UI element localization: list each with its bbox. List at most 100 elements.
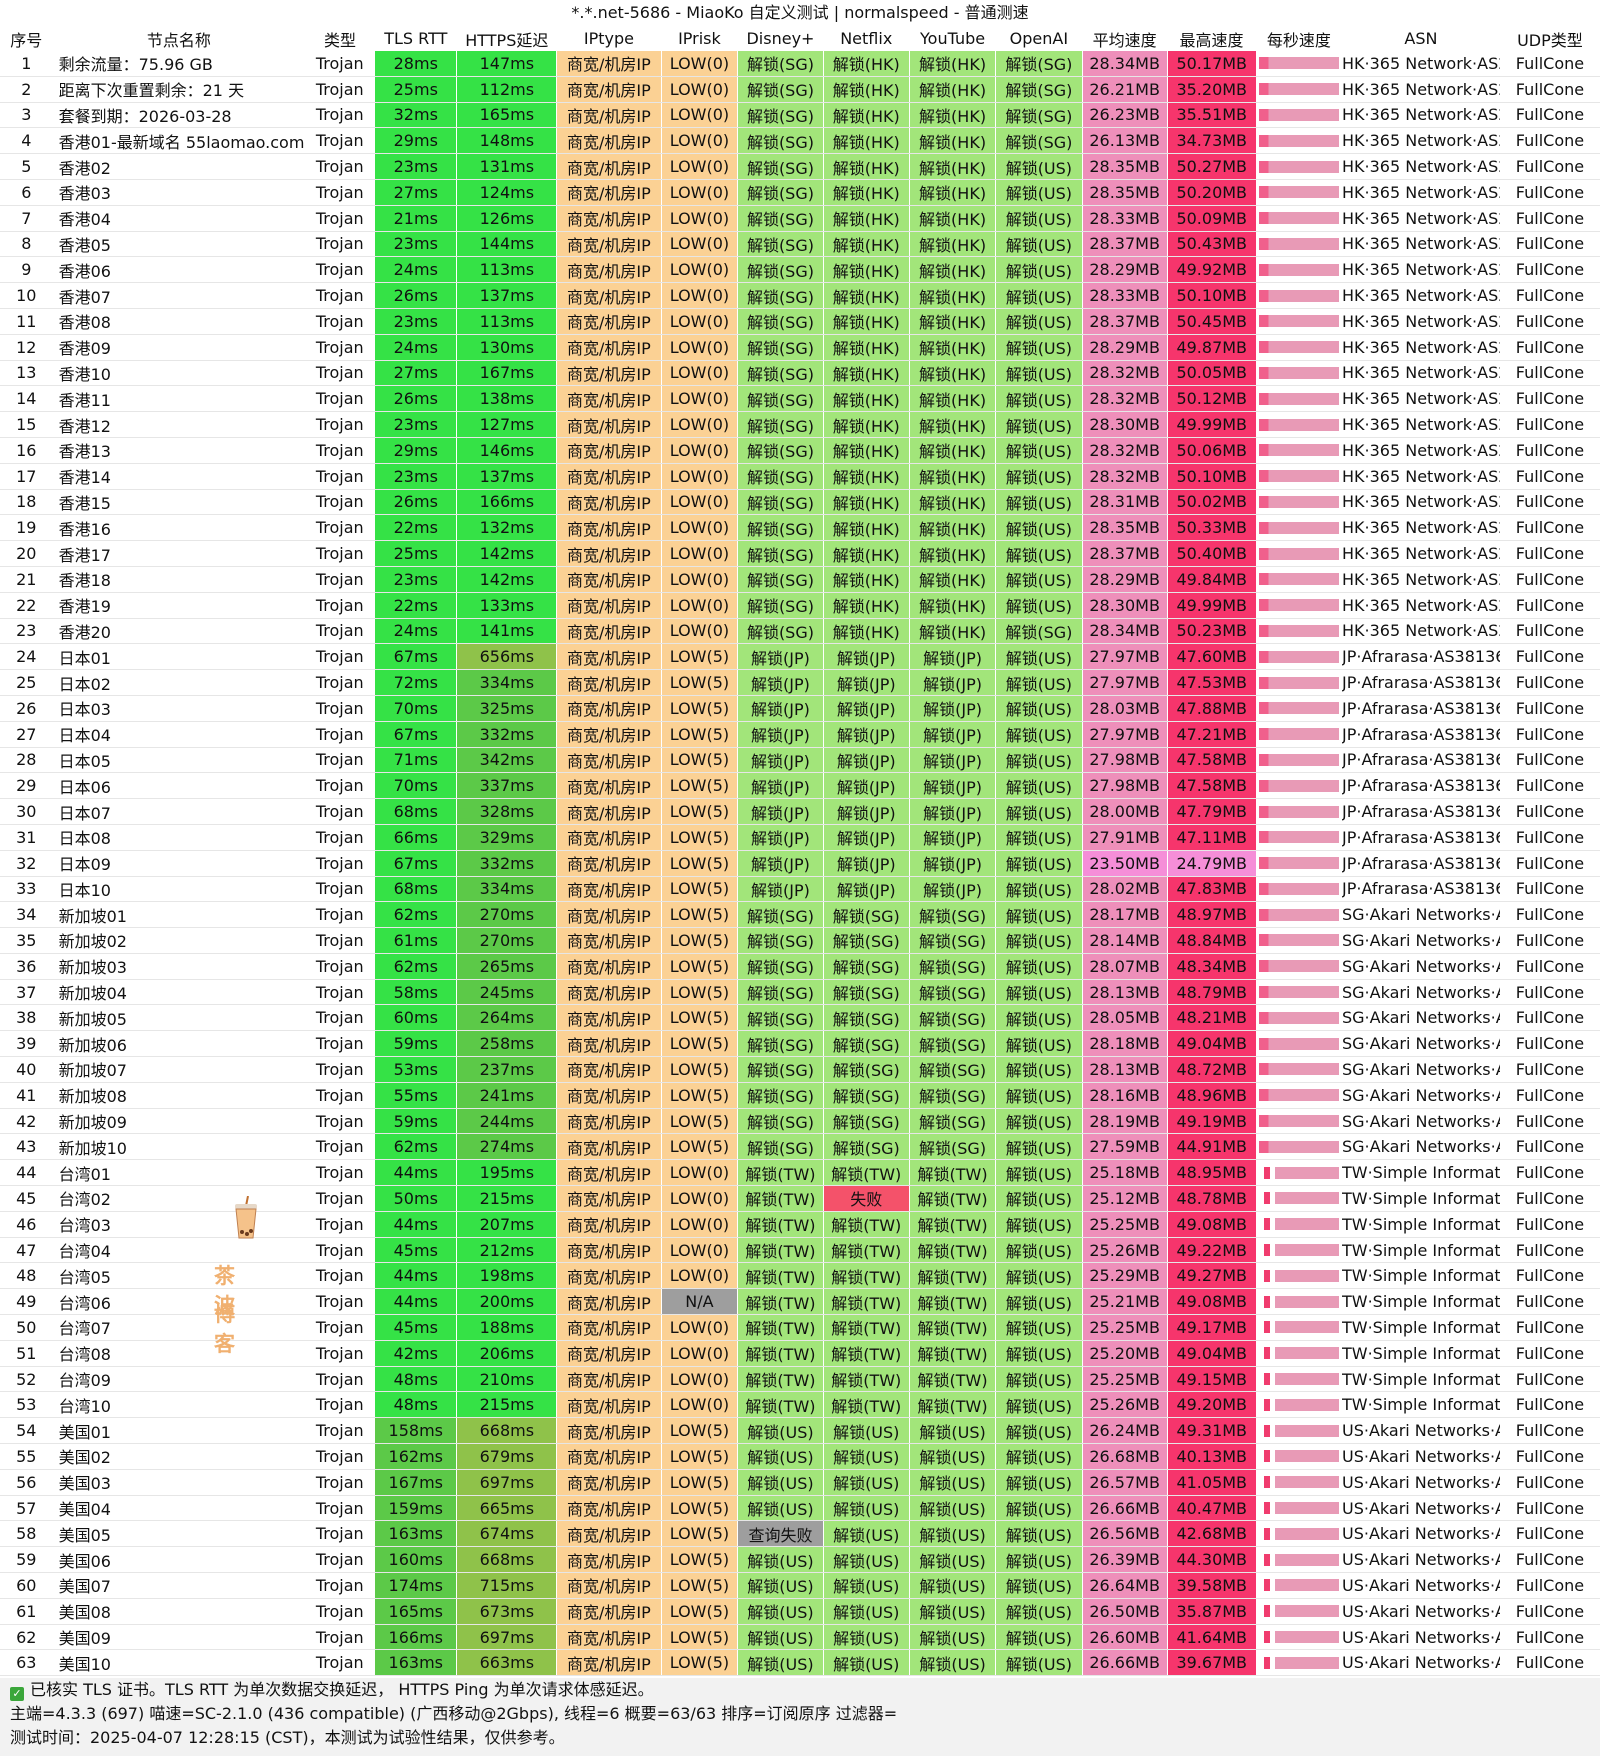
row-index: 8 [0,231,53,258]
asn: HK·365 Network·AS22599 [1342,489,1500,516]
max-speed: 48.21MB [1166,1004,1256,1032]
avg-speed: 28.05MB [1081,1004,1168,1032]
netflix-unlock: 解锁(HK) [822,385,910,413]
https-latency: 258ms [456,1030,557,1058]
table-row: 2 距离下次重置剩余：21 天 Trojan 25ms 112ms 商宽/机房IP LOW(… [0,76,1600,103]
asn: HK·365 Network·AS22599 [1342,205,1500,232]
per-second-speed-bar [1255,1108,1342,1135]
max-speed: 50.02MB [1166,489,1256,516]
table-row: 15 香港12 Trojan 23ms 127ms 商宽/机房IP LOW(0) 解锁(SG)… [0,411,1600,438]
avg-speed: 28.34MB [1081,618,1168,645]
node-name: 香港02 [52,153,306,180]
node-name: 香港10 [52,360,306,387]
https-latency: 212ms [456,1237,557,1264]
ip-type: 商宽/机房IP [556,256,662,284]
openai-unlock: 解锁(US) [995,876,1083,903]
speed-sparkline [1258,908,1339,921]
max-speed: 50.12MB [1166,385,1256,413]
protocol-type: Trojan [305,927,375,954]
asn: TW·Simple Information·AS9923 [1342,1262,1500,1290]
max-speed: 40.13MB [1166,1443,1256,1470]
https-latency: 237ms [456,1056,557,1083]
avg-speed: 26.21MB [1081,76,1168,103]
udp-type: FullCone [1499,824,1600,851]
youtube-unlock: 解锁(HK) [908,334,996,361]
table-row: 4 香港01-最新域名 55laomao.com Trojan 29ms 148ms 商宽… [0,127,1600,155]
ip-risk: LOW(0) [660,179,738,206]
per-second-speed-bar [1255,76,1342,103]
tls-rtt: 55ms [374,1082,457,1109]
disney-unlock: 解锁(JP) [737,824,824,851]
protocol-type: Trojan [305,205,375,232]
protocol-type: Trojan [305,463,375,490]
node-name: 日本03 [52,695,306,722]
https-latency: 113ms [456,256,557,284]
ip-risk: LOW(5) [660,1598,738,1625]
node-name: 香港14 [52,463,306,490]
disney-unlock: 解锁(TW) [737,1262,824,1290]
disney-unlock: 解锁(TW) [737,1288,824,1316]
speed-sparkline [1258,702,1339,715]
row-index: 43 [0,1133,53,1161]
ip-type: 商宽/机房IP [556,927,662,954]
tls-rtt: 23ms [374,463,457,490]
row-index: 45 [0,1185,53,1212]
ip-type: 商宽/机房IP [556,360,662,387]
udp-type: FullCone [1499,1340,1600,1367]
per-second-speed-bar [1255,592,1342,619]
ip-type: 商宽/机房IP [556,102,662,129]
udp-type: FullCone [1499,360,1600,387]
asn: SG·Akari Networks·AS38136 [1342,901,1500,929]
udp-type: FullCone [1499,1391,1600,1419]
disney-unlock: 解锁(SG) [737,592,824,619]
asn: HK·365 Network·AS22599 [1342,256,1500,284]
https-latency: 130ms [456,334,557,361]
node-name: 香港15 [52,489,306,516]
avg-speed: 28.31MB [1081,489,1168,516]
asn: JP·Afrarasa·AS38136 [1342,798,1500,825]
max-speed: 49.31MB [1166,1417,1256,1445]
table-row: 45 台湾02 Trojan 50ms 215ms 商宽/机房IP LOW(0) 解锁(TW)… [0,1185,1600,1212]
per-second-speed-bar [1255,1469,1342,1496]
logo-text-line1: 茶 波 [214,1263,245,1318]
node-name: 香港18 [52,566,306,593]
disney-unlock: 解锁(SG) [737,566,824,593]
disney-unlock: 解锁(SG) [737,1133,824,1161]
tls-rtt: 23ms [374,308,457,335]
table-row: 40 新加坡07 Trojan 53ms 237ms 商宽/机房IP LOW(5) 解锁(SG… [0,1056,1600,1083]
youtube-unlock: 解锁(HK) [908,179,996,206]
node-name: 台湾02 [52,1185,306,1212]
udp-type: FullCone [1499,592,1600,619]
https-latency: 245ms [456,979,557,1006]
ip-type: 商宽/机房IP [556,1288,662,1316]
tls-rtt: 44ms [374,1211,457,1238]
https-latency: 663ms [456,1649,557,1677]
speed-sparkline [1258,57,1339,70]
openai-unlock: 解锁(US) [995,953,1083,980]
disney-unlock: 解锁(JP) [737,695,824,722]
disney-unlock: 解锁(JP) [737,747,824,774]
ip-risk: LOW(0) [660,231,738,258]
max-speed: 47.53MB [1166,669,1256,696]
node-name: 台湾09 [52,1366,306,1393]
max-speed: 48.84MB [1166,927,1256,954]
udp-type: FullCone [1499,127,1600,155]
tls-rtt: 70ms [374,772,457,800]
youtube-unlock: 解锁(SG) [908,901,996,929]
per-second-speed-bar [1255,1546,1342,1574]
speed-sparkline [1258,624,1339,637]
table-row: 7 香港04 Trojan 21ms 126ms 商宽/机房IP LOW(0) 解锁(SG) 解… [0,205,1600,232]
tls-rtt: 23ms [374,566,457,593]
netflix-unlock: 解锁(TW) [822,1262,910,1290]
https-latency: 697ms [456,1624,557,1651]
https-latency: 673ms [456,1598,557,1625]
tls-rtt: 26ms [374,385,457,413]
protocol-type: Trojan [305,1495,375,1522]
per-second-speed-bar [1255,747,1342,774]
udp-type: FullCone [1499,876,1600,903]
udp-type: FullCone [1499,669,1600,696]
speed-sparkline [1258,341,1339,354]
netflix-unlock: 解锁(JP) [822,721,910,748]
udp-type: FullCone [1499,1082,1600,1109]
asn: TW·Simple Information·AS9923 [1342,1159,1500,1187]
